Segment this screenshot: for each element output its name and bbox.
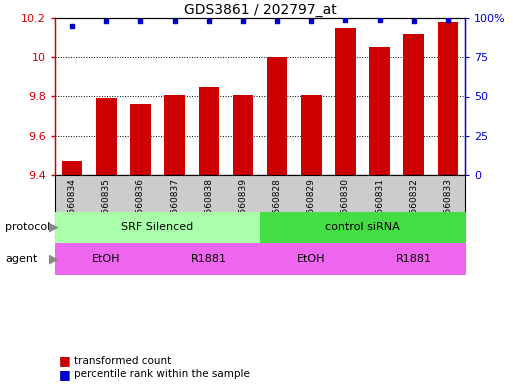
Point (136, 18, 145, 24)
Text: GSM560833: GSM560833 (443, 178, 452, 233)
Text: R1881: R1881 (396, 253, 432, 263)
Text: GSM560834: GSM560834 (68, 178, 76, 233)
Text: GSM560836: GSM560836 (136, 178, 145, 233)
Bar (233, 94, 253, 175)
Title: GDS3861 / 202797_at: GDS3861 / 202797_at (184, 3, 337, 17)
Point (444, 17, 452, 23)
Point (273, 18, 281, 24)
Text: GSM560835: GSM560835 (102, 178, 111, 233)
Text: GSM560829: GSM560829 (307, 178, 315, 233)
Text: GSM560830: GSM560830 (341, 178, 350, 233)
Text: EtOH: EtOH (92, 253, 121, 263)
Text: GSM560838: GSM560838 (204, 178, 213, 233)
Bar (62, 161, 82, 175)
Text: percentile rank within the sample: percentile rank within the sample (74, 369, 250, 379)
Bar (301, 94, 322, 175)
Text: control siRNA: control siRNA (325, 222, 400, 232)
Text: ■: ■ (59, 368, 71, 381)
Bar (404, 34, 424, 175)
Text: GSM560831: GSM560831 (375, 178, 384, 233)
Bar (438, 22, 458, 175)
Bar (96, 98, 116, 175)
Text: GSM560832: GSM560832 (409, 178, 418, 233)
Text: agent: agent (5, 253, 37, 263)
Text: ▶: ▶ (49, 252, 58, 265)
Text: ▶: ▶ (49, 220, 58, 233)
Point (205, 18, 213, 24)
Text: GSM560837: GSM560837 (170, 178, 179, 233)
Text: protocol: protocol (5, 222, 50, 232)
Point (170, 18, 179, 24)
Text: EtOH: EtOH (297, 253, 326, 263)
Text: ■: ■ (59, 354, 71, 367)
Point (410, 18, 418, 24)
Text: GSM560839: GSM560839 (239, 178, 247, 233)
Point (341, 17, 349, 23)
Point (307, 18, 315, 24)
Bar (164, 94, 185, 175)
Text: SRF Silenced: SRF Silenced (122, 222, 193, 232)
Bar (267, 57, 287, 175)
Text: GSM560828: GSM560828 (272, 178, 282, 233)
Bar (130, 104, 151, 175)
Bar (335, 28, 356, 175)
Text: R1881: R1881 (191, 253, 227, 263)
Bar (369, 48, 390, 175)
Point (239, 18, 247, 24)
Bar (199, 87, 219, 175)
Text: transformed count: transformed count (74, 356, 172, 366)
Point (376, 17, 384, 23)
Point (102, 18, 110, 24)
Point (68, 23, 76, 29)
